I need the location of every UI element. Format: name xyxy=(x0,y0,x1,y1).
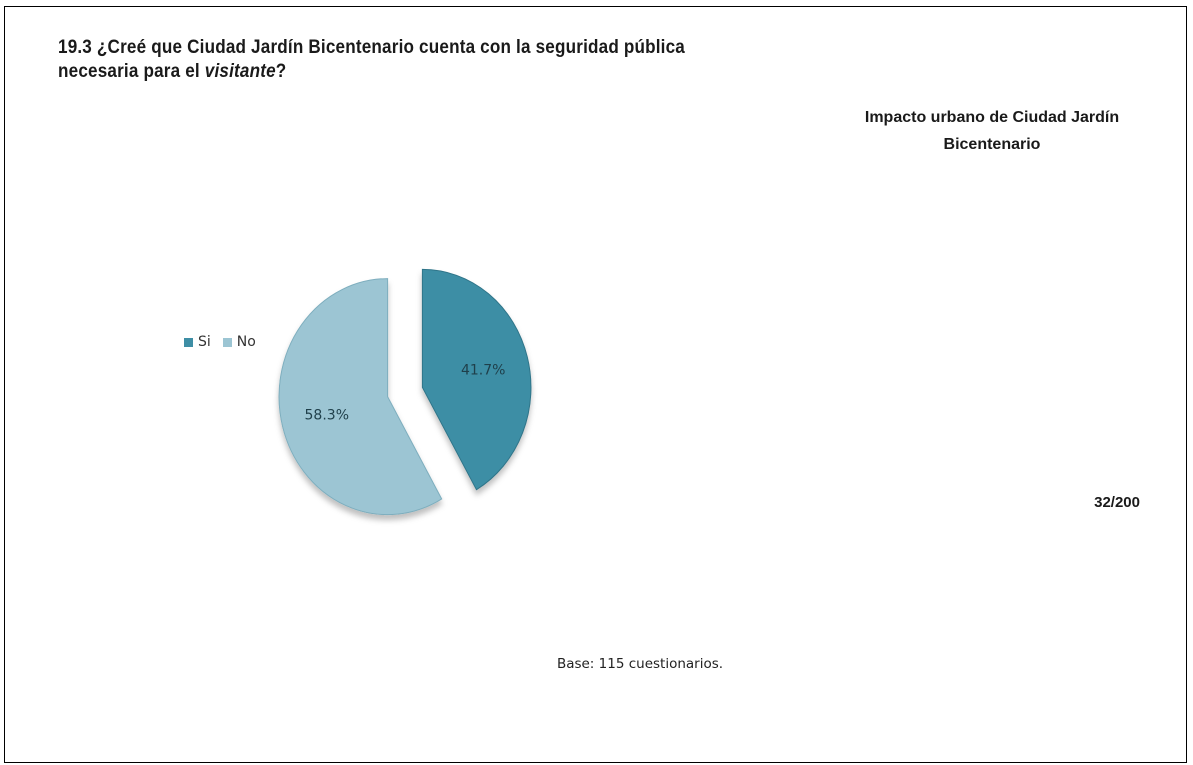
pie-slice-no xyxy=(278,278,443,516)
data-label-no: 58.3% xyxy=(305,407,349,423)
pie-data-labels: 41.7% 58.3% xyxy=(305,363,506,424)
pie-slice-si xyxy=(421,268,532,491)
pie-slices xyxy=(278,268,532,516)
page-number: 32/200 xyxy=(1094,494,1140,511)
question-title: 19.3 ¿Creé que Ciudad Jardín Bicentenari… xyxy=(58,36,769,84)
slide-frame xyxy=(4,6,1187,763)
legend-item-no: No xyxy=(222,334,256,350)
legend-label-si: Si xyxy=(198,334,211,350)
question-text: 19.3 ¿Creé que Ciudad Jardín Bicentenari… xyxy=(58,37,686,82)
legend-label-no: No xyxy=(236,334,256,350)
question-mark: ? xyxy=(275,61,287,82)
base-note: Base: 115 cuestionarios. xyxy=(556,656,724,672)
legend-item-si: Si xyxy=(184,334,211,350)
report-header-title: Impacto urbano de Ciudad Jardín Bicenten… xyxy=(864,109,1120,153)
question-italic-word: visitante xyxy=(204,61,276,82)
data-label-si: 41.7% xyxy=(461,363,505,379)
legend-swatch-no xyxy=(222,337,232,347)
legend-swatch-si xyxy=(184,337,193,347)
chart-legend: Si No xyxy=(184,334,268,350)
